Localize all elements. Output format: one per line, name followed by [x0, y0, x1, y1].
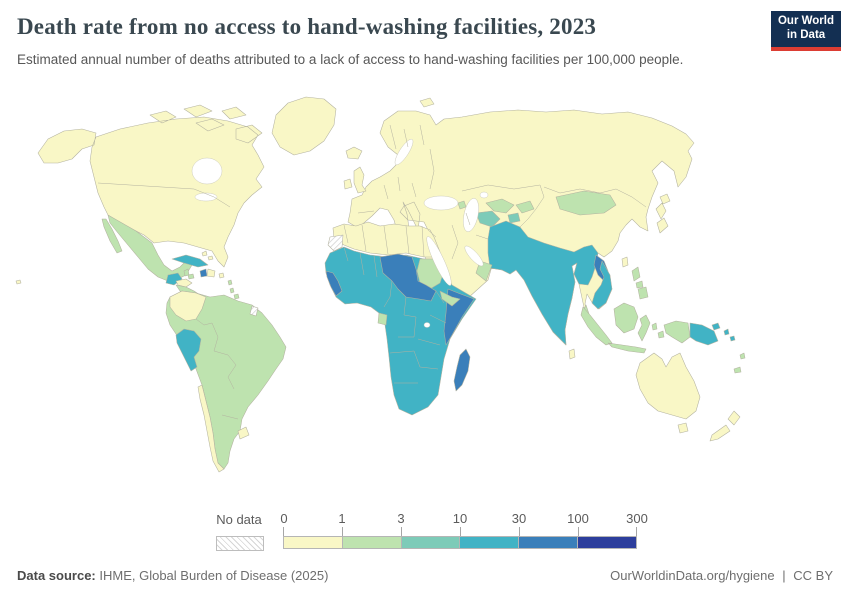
region-north-africa[interactable]	[332, 221, 443, 258]
region-jamaica[interactable]	[187, 273, 195, 280]
lake-victoria	[423, 322, 431, 328]
legend-no-data-swatch	[216, 536, 264, 551]
region-trinidad[interactable]	[233, 293, 240, 300]
persian-gulf	[464, 245, 484, 267]
aral-sea	[479, 191, 489, 199]
region-solomon-islands[interactable]	[723, 328, 736, 342]
region-western-sahara[interactable]	[327, 234, 344, 252]
data-source-text: IHME, Global Burden of Disease (2025)	[99, 568, 329, 583]
region-greenland[interactable]	[271, 96, 337, 156]
legend-bin-3-10	[401, 536, 461, 549]
region-canada-united-states[interactable]	[37, 104, 265, 268]
region-uzbekistan[interactable]	[485, 198, 515, 214]
region-haiti[interactable]	[199, 268, 208, 278]
region-tajikistan[interactable]	[507, 212, 521, 224]
footer-links: OurWorldinData.org/hygiene | CC BY	[610, 568, 833, 583]
legend-bin-100-300	[578, 536, 637, 549]
region-oman[interactable]	[475, 260, 493, 282]
legend-bin-1-3	[342, 536, 402, 549]
region-pacific-islands[interactable]	[733, 352, 746, 374]
legend-bin-30-100	[519, 536, 579, 549]
region-chile[interactable]	[197, 384, 225, 473]
license-link[interactable]: CC BY	[793, 568, 833, 583]
region-australia[interactable]	[635, 352, 701, 434]
region-peru[interactable]	[175, 328, 202, 372]
legend-tick-1: 1	[338, 511, 346, 526]
legend-color-bar	[283, 536, 637, 549]
page-title: Death rate from no access to hand-washin…	[17, 14, 597, 39]
world-choropleth-map	[15, 96, 746, 473]
chart-subtitle: Estimated annual number of deaths attrib…	[17, 52, 684, 67]
region-gabon[interactable]	[377, 312, 388, 326]
legend-no-data-label: No data	[216, 512, 262, 527]
region-puerto-rico[interactable]	[218, 272, 225, 279]
region-japan[interactable]	[655, 193, 671, 234]
owid-logo-line1: Our World	[777, 15, 834, 28]
region-sub-saharan-africa[interactable]	[324, 246, 477, 416]
region-bahamas[interactable]	[201, 250, 214, 261]
legend-tick-0: 0	[280, 511, 288, 526]
region-south-asia[interactable]	[487, 220, 599, 346]
region-indonesia[interactable]	[580, 302, 691, 354]
region-cuba[interactable]	[171, 254, 209, 268]
region-iceland[interactable]	[345, 146, 363, 160]
region-yemen[interactable]	[439, 290, 461, 307]
region-uruguay[interactable]	[237, 426, 250, 440]
caspian-sea	[463, 198, 479, 232]
legend-bin-0-1	[283, 536, 343, 549]
region-turkmenistan[interactable]	[475, 210, 501, 228]
legend-tick-3: 3	[397, 511, 405, 526]
region-suriname[interactable]	[249, 305, 259, 317]
region-taiwan[interactable]	[621, 256, 629, 268]
region-philippines[interactable]	[631, 266, 649, 300]
region-mongolia[interactable]	[555, 190, 617, 216]
region-honduras[interactable]	[175, 278, 193, 288]
region-new-zealand[interactable]	[709, 410, 741, 442]
legend-tick-300: 300	[626, 511, 648, 526]
legend-tick-100: 100	[567, 511, 589, 526]
baltic-sea	[394, 138, 414, 166]
region-dominican-republic[interactable]	[206, 268, 216, 278]
hudson-bay	[191, 157, 223, 185]
data-source-note: Data source: IHME, Global Burden of Dise…	[17, 568, 328, 583]
great-lakes	[194, 192, 218, 202]
region-kyrgyzstan[interactable]	[515, 200, 535, 214]
region-madagascar[interactable]	[453, 348, 471, 392]
black-sea	[423, 195, 459, 211]
region-papua-new-guinea[interactable]	[689, 322, 721, 346]
region-lesser-antilles[interactable]	[227, 279, 235, 294]
legend-tick-10: 10	[452, 511, 468, 526]
region-sri-lanka[interactable]	[568, 348, 576, 360]
owid-logo-line2: in Data	[786, 29, 826, 41]
region-vietnam-cambodia[interactable]	[591, 260, 613, 310]
region-united-kingdom-ireland[interactable]	[343, 166, 367, 194]
owid-logo[interactable]: Our World in Data	[771, 11, 841, 51]
region-niger-chad-car-south-sudan[interactable]	[379, 253, 437, 302]
region-guinea-sierra-leone[interactable]	[325, 270, 343, 297]
country-borders	[97, 124, 647, 420]
region-colombia[interactable]	[169, 290, 207, 322]
region-svalbard[interactable]	[419, 97, 435, 108]
owid-url-link[interactable]: OurWorldinData.org/hygiene	[610, 568, 775, 583]
region-hawaii[interactable]	[15, 279, 22, 285]
legend-tick-30: 30	[511, 511, 527, 526]
legend-bin-10-30	[460, 536, 520, 549]
footer-separator: |	[782, 568, 786, 583]
data-source-label: Data source:	[17, 568, 96, 583]
red-sea	[426, 236, 452, 286]
